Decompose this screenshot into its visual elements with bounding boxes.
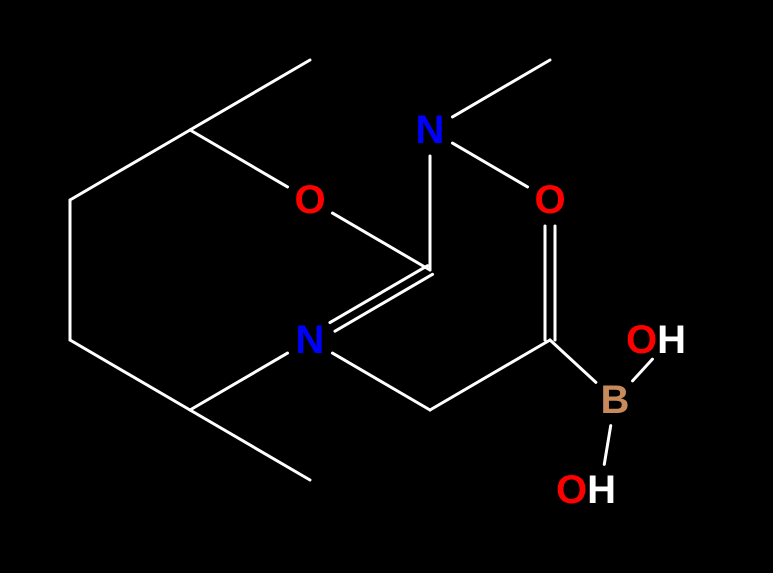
atom-O2: O [534, 178, 565, 222]
molecule-diagram: O N N O B OH OH [0, 0, 773, 573]
atom-O3: OH [626, 318, 686, 362]
atom-B1: B [601, 378, 630, 422]
atom-O4: OH [556, 468, 616, 512]
atom-N2: N [416, 108, 445, 152]
atom-N1: N [296, 318, 325, 362]
atom-O1: O [294, 178, 325, 222]
